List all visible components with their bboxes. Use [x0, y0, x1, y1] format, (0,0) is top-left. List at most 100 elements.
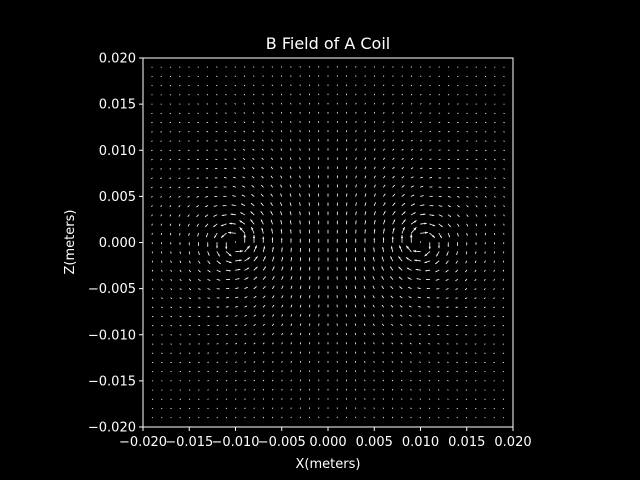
field-arrow [308, 175, 310, 179]
field-arrow [170, 278, 173, 281]
field-arrow-head [476, 206, 478, 207]
field-arrow [427, 297, 431, 299]
field-arrow-head [336, 248, 338, 250]
field-arrow [372, 314, 375, 317]
field-arrow-head [171, 279, 172, 281]
field-arrow [401, 389, 403, 391]
field-arrow [327, 238, 329, 243]
field-arrow [464, 278, 468, 282]
field-arrow [271, 139, 273, 142]
field-arrow-head [428, 246, 431, 250]
field-arrow-head [180, 279, 182, 281]
field-arrow-head [239, 259, 242, 262]
field-arrow [382, 361, 384, 363]
field-arrow [207, 306, 210, 308]
field-arrow-head [289, 202, 291, 204]
field-arrow [438, 168, 442, 170]
field-arrow-head [458, 215, 460, 217]
field-arrow [327, 248, 329, 253]
field-arrow [373, 139, 376, 142]
field-arrow-shaft [502, 306, 505, 309]
field-arrow [272, 246, 274, 253]
field-arrow [420, 167, 423, 170]
field-arrow-head [318, 314, 320, 316]
field-arrow [383, 184, 386, 188]
field-arrow [373, 202, 376, 207]
field-arrow [244, 379, 246, 382]
field-arrow [161, 297, 163, 299]
field-arrow [308, 238, 311, 243]
field-arrow [290, 351, 292, 354]
field-arrow-head [241, 203, 243, 206]
field-arrow [327, 211, 329, 216]
field-arrow-head [345, 276, 347, 278]
field-arrow-head [250, 211, 253, 214]
y-tick-label: −0.010 [88, 328, 136, 343]
field-arrow [261, 227, 264, 234]
field-arrow-head [280, 184, 282, 186]
field-arrow [244, 333, 247, 336]
field-arrow [251, 194, 255, 197]
field-arrow [417, 287, 421, 290]
field-arrow-head [199, 297, 201, 299]
field-arrow-shaft [262, 379, 265, 382]
field-arrow-head [403, 194, 405, 196]
field-arrow-head [364, 333, 365, 334]
y-tick-label: 0.020 [99, 52, 136, 67]
field-arrow [250, 211, 255, 216]
field-arrow-head [445, 279, 447, 281]
field-arrow-head [318, 239, 320, 241]
field-arrow-shaft [410, 398, 412, 400]
field-arrow-head [188, 244, 190, 245]
field-arrow [363, 304, 366, 308]
field-arrow-shaft [383, 121, 385, 123]
field-arrow-head [430, 177, 432, 179]
field-arrow [466, 242, 468, 246]
field-arrow [502, 297, 505, 299]
field-arrow [244, 267, 250, 271]
field-arrow-head [484, 261, 486, 263]
field-arrow [309, 257, 311, 262]
field-arrow-head [207, 245, 209, 247]
field-arrow-head [436, 297, 438, 299]
field-arrow-head [467, 215, 469, 217]
field-arrow-head [290, 148, 291, 150]
field-arrow-head [403, 211, 406, 214]
field-arrow-head [221, 224, 224, 227]
field-arrow [151, 297, 154, 299]
field-arrow-shaft [391, 370, 394, 373]
field-arrow-head [327, 342, 329, 344]
field-arrow-head [390, 266, 392, 269]
field-arrow [251, 226, 255, 234]
field-arrow [235, 352, 237, 354]
field-arrow-shaft [280, 121, 283, 123]
field-arrow-head [440, 205, 442, 207]
field-arrow-shaft [401, 121, 404, 123]
field-arrow [299, 342, 302, 345]
field-arrow [383, 157, 385, 160]
field-arrow-head [179, 234, 181, 236]
field-arrow [188, 242, 190, 246]
field-arrow [483, 278, 486, 281]
field-arrow [373, 166, 376, 170]
field-arrow [188, 251, 191, 255]
field-arrow-head [407, 277, 410, 279]
field-arrow [281, 285, 284, 290]
field-arrow [272, 342, 274, 345]
field-arrow-shaft [419, 352, 421, 354]
field-arrow [299, 304, 302, 308]
field-arrow [318, 148, 320, 151]
field-arrow-head [242, 195, 244, 196]
field-arrow-shaft [494, 186, 496, 189]
field-arrow [272, 361, 274, 363]
field-arrow-head [421, 167, 423, 169]
field-arrow [280, 184, 283, 188]
field-arrow [425, 269, 431, 272]
field-arrow-head [449, 225, 451, 227]
field-arrow [205, 186, 209, 188]
field-arrow-head [273, 276, 275, 278]
field-arrow-head [346, 184, 348, 186]
field-arrow [419, 370, 421, 373]
field-arrow-head [196, 196, 198, 198]
field-arrow-shaft [244, 389, 246, 391]
